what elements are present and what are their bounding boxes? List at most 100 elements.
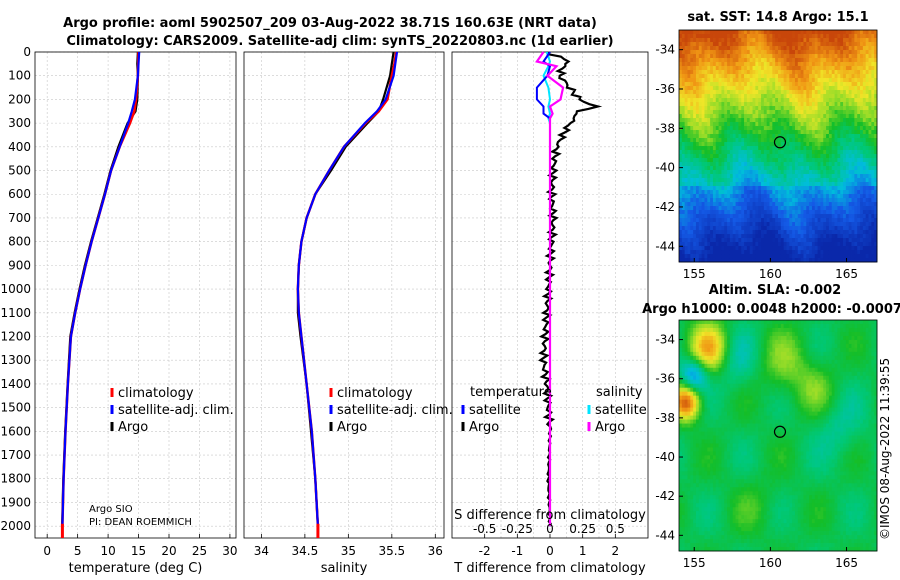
- map-cell: [690, 226, 694, 231]
- xtick-label: 36: [428, 544, 443, 558]
- map-cell: [797, 54, 802, 59]
- map-cell: [792, 174, 796, 179]
- map-cell: [840, 134, 844, 139]
- map-cell: [704, 479, 708, 484]
- map-cell: [755, 66, 759, 71]
- map-cell: [803, 54, 807, 59]
- map-cell: [797, 174, 802, 179]
- map-cell: [690, 146, 694, 151]
- map-cell: [679, 214, 683, 219]
- map-cell: [806, 74, 810, 79]
- map-cell: [718, 246, 722, 251]
- map-cell: [693, 407, 697, 412]
- map-cell: [704, 46, 708, 51]
- map-cell: [738, 258, 742, 263]
- map-cell: [845, 150, 850, 155]
- map-cell: [684, 395, 688, 401]
- map-cell: [766, 258, 770, 263]
- map-cell: [707, 254, 711, 259]
- map-cell: [749, 198, 753, 203]
- map-cell: [681, 154, 686, 159]
- map-cell: [735, 214, 739, 219]
- map-cell: [769, 198, 773, 203]
- map-cell: [710, 423, 714, 428]
- map-cell: [746, 34, 751, 39]
- map-cell: [710, 234, 714, 239]
- map-cell: [769, 194, 773, 199]
- map-cell: [778, 70, 782, 75]
- map-cell: [800, 86, 804, 91]
- map-cell: [679, 138, 683, 143]
- map-cell: [752, 214, 756, 219]
- map-cell: [710, 42, 714, 47]
- map-cell: [701, 535, 705, 540]
- map-cell: [831, 246, 835, 251]
- map-cell: [721, 226, 725, 231]
- map-cell: [724, 190, 728, 195]
- map-cell: [814, 110, 818, 115]
- map-cell: [769, 38, 773, 43]
- map-cell: [831, 114, 835, 119]
- map-cell: [783, 174, 787, 179]
- map-cell: [831, 198, 835, 203]
- map-cell: [679, 467, 683, 472]
- map-cell: [687, 535, 691, 540]
- map-cell: [690, 62, 694, 67]
- map-cell: [679, 110, 683, 115]
- map-cell: [854, 158, 858, 163]
- map-cell: [687, 238, 691, 243]
- map-cell: [834, 42, 838, 47]
- map-cell: [831, 46, 835, 51]
- map-cell: [684, 190, 688, 195]
- map-cell: [857, 82, 861, 87]
- map-cell: [712, 331, 717, 337]
- map-cell: [707, 535, 711, 540]
- map-cell: [775, 138, 779, 143]
- map-cell: [679, 535, 683, 540]
- map-cell: [848, 238, 852, 243]
- map-cell: [806, 226, 810, 231]
- map-cell: [707, 375, 711, 381]
- map-cell: [712, 130, 717, 135]
- map-cell: [772, 50, 776, 55]
- map-cell: [775, 158, 779, 163]
- map-cell: [780, 226, 785, 231]
- map-cell: [715, 138, 719, 143]
- xtick-label: 0: [546, 544, 554, 558]
- map-cell: [772, 154, 776, 159]
- map-cell: [831, 34, 835, 39]
- map-cell: [783, 114, 787, 119]
- map-cell: [778, 250, 782, 255]
- map-cell: [848, 226, 852, 231]
- map-cell: [693, 507, 697, 512]
- map-cell: [707, 407, 711, 412]
- map-cell: [794, 254, 799, 259]
- map-cell: [865, 70, 869, 75]
- map-cell: [690, 58, 694, 63]
- map-cell: [826, 218, 830, 223]
- map-cell: [690, 527, 694, 532]
- map-cell: [792, 226, 796, 231]
- map-cell: [690, 74, 694, 79]
- map-cell: [797, 90, 802, 95]
- map-cell: [718, 258, 722, 263]
- map-cell: [684, 82, 688, 87]
- map-cell: [710, 162, 714, 167]
- map-cell: [780, 142, 785, 147]
- map-cell: [693, 38, 697, 43]
- map-cell: [786, 142, 790, 147]
- map-cell: [761, 258, 765, 263]
- map-cell: [778, 162, 782, 167]
- map-cell: [806, 234, 810, 239]
- map-cell: [752, 230, 756, 235]
- map-cell: [684, 535, 688, 540]
- map-cell: [707, 379, 711, 385]
- map-cell: [693, 395, 697, 401]
- map-cell: [766, 94, 770, 99]
- sst-map: 155 160 165-34-36-38-40-42-44: [655, 29, 878, 281]
- map-cell: [721, 98, 725, 103]
- map-cell: [729, 34, 734, 39]
- map-cell: [845, 202, 850, 207]
- map-cell: [778, 118, 782, 123]
- map-cell: [763, 166, 768, 171]
